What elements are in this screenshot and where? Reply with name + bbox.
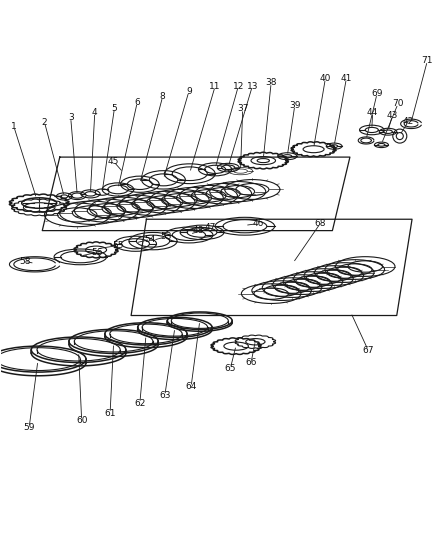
Text: 69: 69: [371, 89, 382, 98]
Text: 12: 12: [232, 82, 244, 91]
Text: 2: 2: [42, 118, 47, 127]
Text: 4: 4: [92, 108, 97, 117]
Text: 6: 6: [134, 98, 140, 107]
Text: 70: 70: [392, 99, 403, 108]
Text: 3: 3: [68, 113, 74, 122]
Text: 45: 45: [108, 157, 119, 166]
Text: 71: 71: [420, 56, 432, 66]
Text: 61: 61: [104, 409, 116, 417]
Text: 53: 53: [160, 232, 171, 241]
Text: 66: 66: [245, 358, 256, 367]
Text: 40: 40: [319, 74, 330, 83]
Text: 48: 48: [192, 226, 204, 235]
Text: 42: 42: [402, 117, 413, 126]
Text: 37: 37: [237, 104, 248, 114]
Text: 67: 67: [362, 346, 373, 355]
Text: 63: 63: [159, 391, 170, 400]
Text: 46: 46: [252, 219, 263, 228]
Text: 68: 68: [314, 219, 325, 228]
Text: 11: 11: [209, 82, 220, 91]
Text: 8: 8: [159, 92, 165, 101]
Text: 39: 39: [288, 101, 300, 110]
Text: 5: 5: [111, 103, 117, 112]
Text: 43: 43: [386, 111, 397, 120]
Text: 55: 55: [112, 241, 124, 250]
Text: 44: 44: [366, 108, 378, 117]
Text: 59: 59: [23, 423, 35, 432]
Text: 56: 56: [91, 248, 102, 257]
Text: 38: 38: [265, 78, 276, 87]
Text: 9: 9: [186, 87, 191, 96]
Text: 58: 58: [19, 257, 31, 266]
Text: 62: 62: [134, 399, 145, 408]
Text: 41: 41: [340, 74, 351, 83]
Text: 47: 47: [205, 223, 216, 232]
Text: 1: 1: [11, 122, 17, 131]
Text: 64: 64: [185, 382, 196, 391]
Text: 54: 54: [145, 235, 155, 244]
Text: 65: 65: [224, 364, 236, 373]
Text: 13: 13: [246, 82, 258, 91]
Text: 60: 60: [76, 416, 87, 425]
